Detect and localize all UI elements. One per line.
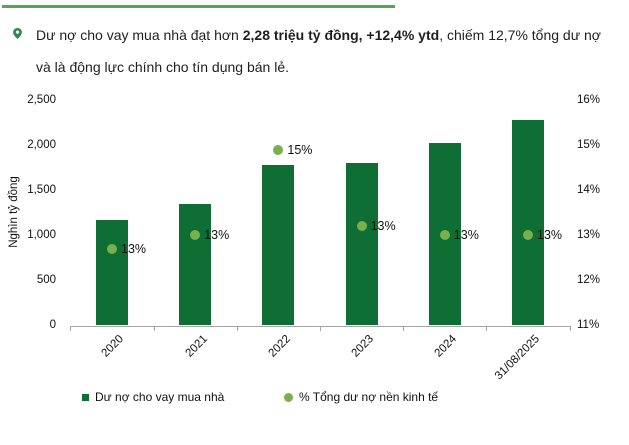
x-axis-tick-mark — [320, 326, 321, 331]
x-axis-label-2021: 2021 — [183, 333, 210, 360]
right-tick-label: 14% — [577, 184, 601, 196]
x-axis-label-2024: 2024 — [432, 333, 460, 360]
x-axis-tick-mark — [486, 326, 488, 331]
left-tick-label: 1,500 — [27, 184, 56, 196]
percent-label-2023: 13% — [370, 219, 396, 233]
percent-marker-31/08/2025 — [523, 230, 533, 240]
x-axis-tick-mark — [153, 326, 155, 331]
right-tick-label: 13% — [577, 229, 601, 241]
left-tick-label: 2,500 — [27, 94, 56, 106]
top-divider-line — [2, 5, 395, 8]
bar-series-legend-marker — [82, 393, 89, 401]
percent-marker-2022 — [273, 144, 284, 155]
percent-marker-2021 — [190, 230, 201, 240]
percent-label-31/08/2025: 13% — [537, 228, 563, 242]
left-tick-label: 500 — [36, 274, 56, 286]
right-tick-label: 11% — [577, 319, 600, 331]
x-axis-label-2022: 2022 — [266, 333, 293, 360]
bar-2022 — [262, 164, 295, 325]
x-axis-line — [70, 326, 570, 327]
bar-2020 — [96, 219, 128, 325]
bar-series-legend-label: Dư nợ cho vay mua nhà — [95, 390, 225, 404]
percent-marker-2023 — [356, 221, 367, 231]
commentary-prefix: Dư nợ cho vay mua nhà đạt hơn — [36, 27, 243, 43]
x-axis-tick-mark — [569, 326, 571, 331]
legend-item-bars: Dư nợ cho vay mua nhà — [82, 390, 224, 404]
bar-2021 — [179, 203, 212, 325]
x-axis-tick-mark — [236, 326, 238, 331]
percent-label-2022: 15% — [287, 142, 313, 157]
legend-item-dots: % Tổng dư nợ nền kinh tế — [284, 390, 438, 404]
left-tick-label: 0 — [49, 319, 56, 331]
percent-label-2020: 13% — [121, 241, 147, 256]
percent-label-2024: 13% — [453, 228, 479, 242]
left-tick-label: 1,000 — [27, 229, 56, 241]
commentary-highlight: 2,28 triệu tỷ đồng, +12,4% ytd — [242, 27, 440, 43]
right-tick-label: 16% — [577, 94, 601, 106]
x-axis-tick-mark — [403, 326, 405, 331]
pin-bullet-icon — [13, 26, 22, 39]
commentary-suffix: , chiếm 12,7% tổng dư nợ và là động lực … — [36, 27, 601, 75]
dot-series-legend-label: % Tổng dư nợ nền kinh tế — [299, 390, 439, 404]
x-axis-label-2020: 2020 — [99, 333, 127, 360]
percent-label-2021: 13% — [204, 228, 230, 242]
bar-31/08/2025 — [512, 119, 544, 325]
left-tick-label: 2,000 — [27, 139, 56, 151]
x-axis-label-31/08/2025: 31/08/2025 — [493, 333, 543, 383]
percent-marker-2020 — [107, 243, 117, 254]
right-tick-label: 12% — [577, 274, 601, 286]
x-axis-tick-mark — [70, 326, 72, 331]
dot-series-legend-marker — [284, 392, 293, 402]
commentary-text: Dư nợ cho vay mua nhà đạt hơn 2,28 triệu… — [36, 19, 610, 83]
percent-marker-2024 — [439, 230, 450, 240]
bar-2023 — [345, 163, 378, 325]
right-tick-label: 15% — [577, 139, 601, 151]
x-axis-label-2023: 2023 — [349, 333, 377, 360]
